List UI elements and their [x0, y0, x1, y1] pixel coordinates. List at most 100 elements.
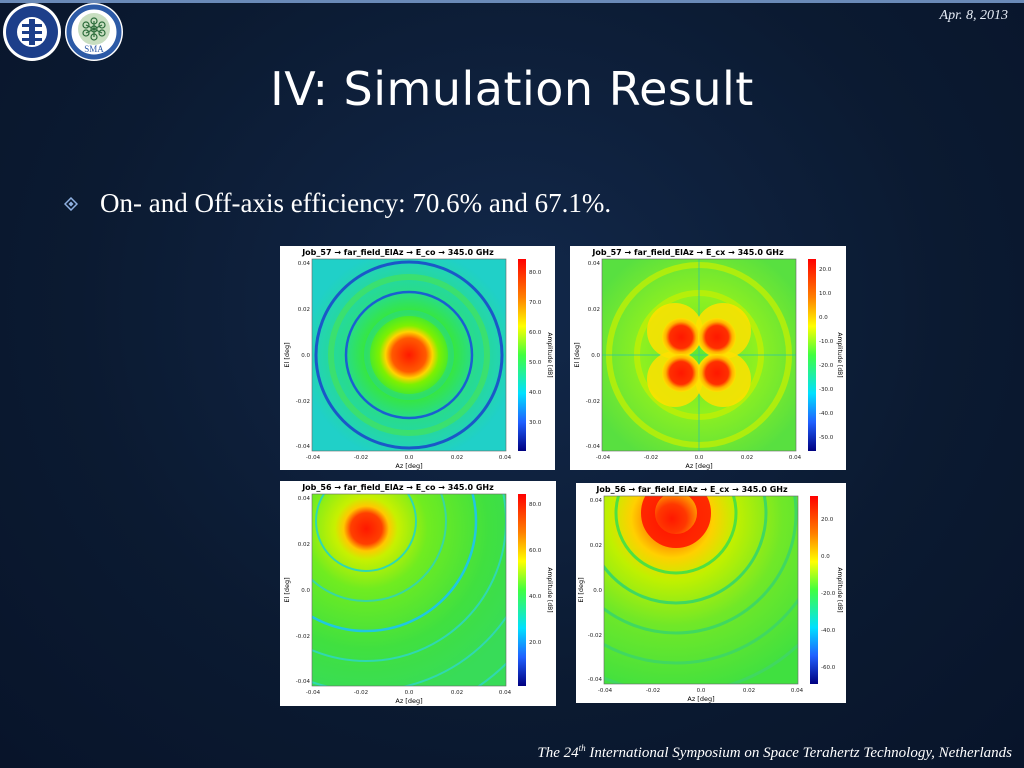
colorbar-label: Amplitude [dB] [836, 332, 843, 377]
colorbar-tick: 60.0 [529, 548, 542, 554]
colorbar [518, 494, 526, 686]
colorbar-tick: 50.0 [529, 360, 542, 366]
presentation-date: Apr. 8, 2013 [939, 8, 1008, 23]
x-tick: -0.02 [354, 690, 368, 696]
x-tick: 0.0 [697, 688, 706, 694]
colorbar-tick: 30.0 [529, 420, 542, 426]
y-tick: -0.04 [588, 677, 603, 683]
colorbar-label: Amplitude [dB] [836, 567, 843, 612]
y-tick: 0.02 [590, 543, 602, 549]
sma-logo: SMA [65, 3, 123, 61]
y-tick: 0.0 [301, 353, 310, 359]
colorbar-tick: 40.0 [529, 594, 542, 600]
svg-text:SMA: SMA [84, 44, 104, 54]
far-field-plot-job56-ecx: Job_56 → far_field_ElAz → E_cx → 345.0 G… [576, 483, 846, 703]
x-tick: 0.02 [743, 688, 755, 694]
academia-sinica-logo [3, 3, 61, 61]
x-tick: -0.02 [646, 688, 660, 694]
colorbar-tick: 0.0 [819, 315, 828, 321]
colorbar-tick: -20.0 [821, 591, 836, 597]
colorbar [810, 496, 818, 684]
colorbar-tick: 20.0 [819, 267, 832, 273]
plot-title: Job_56 → far_field_ElAz → E_co → 345.0 G… [301, 483, 494, 492]
plot-title: Job_56 → far_field_ElAz → E_cx → 345.0 G… [595, 485, 788, 494]
y-axis-label: El [deg] [283, 342, 291, 367]
colorbar-tick: -60.0 [821, 665, 836, 671]
colorbar-label: Amplitude [dB] [546, 332, 553, 377]
y-tick: 0.02 [588, 307, 600, 313]
bullet-text: On- and Off-axis efficiency: 70.6% and 6… [100, 188, 612, 218]
footer-pre: The 24 [537, 745, 579, 761]
y-tick: 0.0 [591, 353, 600, 359]
footer-post: International Symposium on Space Teraher… [585, 745, 1012, 761]
y-tick: -0.04 [296, 679, 311, 685]
top-accent-rule [0, 0, 1024, 3]
colorbar [518, 259, 526, 451]
colorbar-tick: 80.0 [529, 502, 542, 508]
y-axis-label: El [deg] [283, 577, 291, 602]
x-tick: 0.04 [791, 688, 804, 694]
x-tick: -0.04 [598, 688, 613, 694]
colorbar-tick: 40.0 [529, 390, 542, 396]
y-axis-label: El [deg] [573, 342, 581, 367]
colorbar-tick: 10.0 [819, 291, 832, 297]
y-tick: 0.02 [298, 307, 310, 313]
x-tick: -0.04 [306, 690, 321, 696]
far-field-plot-job57-ecx: Job_57 → far_field_ElAz → E_cx → 345.0 G… [570, 246, 846, 470]
footer-sup: th [578, 743, 586, 753]
x-axis-label: Az [deg] [395, 462, 422, 470]
x-tick: 0.02 [451, 455, 463, 461]
y-tick: 0.04 [588, 261, 601, 267]
plot-title: Job_57 → far_field_ElAz → E_cx → 345.0 G… [591, 248, 784, 257]
y-tick: 0.0 [593, 588, 602, 594]
bullet-item: On- and Off-axis efficiency: 70.6% and 6… [64, 188, 611, 219]
colorbar-tick: -40.0 [819, 411, 834, 417]
colorbar [808, 259, 816, 451]
x-axis-label: Az [deg] [395, 697, 422, 705]
footer-conference: The 24th International Symposium on Spac… [537, 743, 1012, 762]
colorbar-tick: 20.0 [821, 517, 834, 523]
diamond-bullet-icon [64, 196, 78, 211]
slide-title: IV: Simulation Result [270, 62, 754, 116]
y-tick: -0.02 [296, 399, 310, 405]
x-tick: 0.02 [741, 455, 753, 461]
y-tick: 0.04 [590, 498, 603, 504]
colorbar-tick: 70.0 [529, 300, 542, 306]
y-tick: 0.02 [298, 542, 310, 548]
colorbar-tick: 80.0 [529, 270, 542, 276]
x-axis-label: Az [deg] [687, 695, 714, 703]
y-tick: -0.02 [296, 634, 310, 640]
colorbar-tick: -10.0 [819, 339, 834, 345]
x-tick: -0.04 [306, 455, 321, 461]
far-field-plot-job57-eco: Job_57 → far_field_ElAz → E_co → 345.0 G… [280, 246, 555, 470]
x-tick: -0.04 [596, 455, 611, 461]
y-tick: -0.04 [296, 444, 311, 450]
y-tick: 0.04 [298, 261, 311, 267]
heatmap-area [312, 259, 506, 451]
y-tick: -0.02 [586, 399, 600, 405]
x-tick: 0.04 [789, 455, 802, 461]
colorbar-tick: -40.0 [821, 628, 836, 634]
x-axis-label: Az [deg] [685, 462, 712, 470]
colorbar-tick: -50.0 [819, 435, 834, 441]
y-tick: 0.0 [301, 588, 310, 594]
y-tick: -0.02 [588, 633, 602, 639]
y-axis-label: El [deg] [577, 577, 585, 602]
y-tick: -0.04 [586, 444, 601, 450]
x-tick: 0.04 [499, 690, 512, 696]
x-tick: -0.02 [644, 455, 658, 461]
colorbar-tick: 60.0 [529, 330, 542, 336]
x-tick: 0.0 [405, 455, 414, 461]
colorbar-label: Amplitude [dB] [546, 567, 553, 612]
y-tick: 0.04 [298, 496, 311, 502]
x-tick: -0.02 [354, 455, 368, 461]
colorbar-tick: -30.0 [819, 387, 834, 393]
colorbar-tick: 20.0 [529, 640, 542, 646]
x-tick: 0.0 [695, 455, 704, 461]
far-field-plot-job56-eco: Job_56 → far_field_ElAz → E_co → 345.0 G… [280, 481, 556, 706]
colorbar-tick: -20.0 [819, 363, 834, 369]
x-tick: 0.0 [405, 690, 414, 696]
x-tick: 0.02 [451, 690, 463, 696]
colorbar-tick: 0.0 [821, 554, 830, 560]
